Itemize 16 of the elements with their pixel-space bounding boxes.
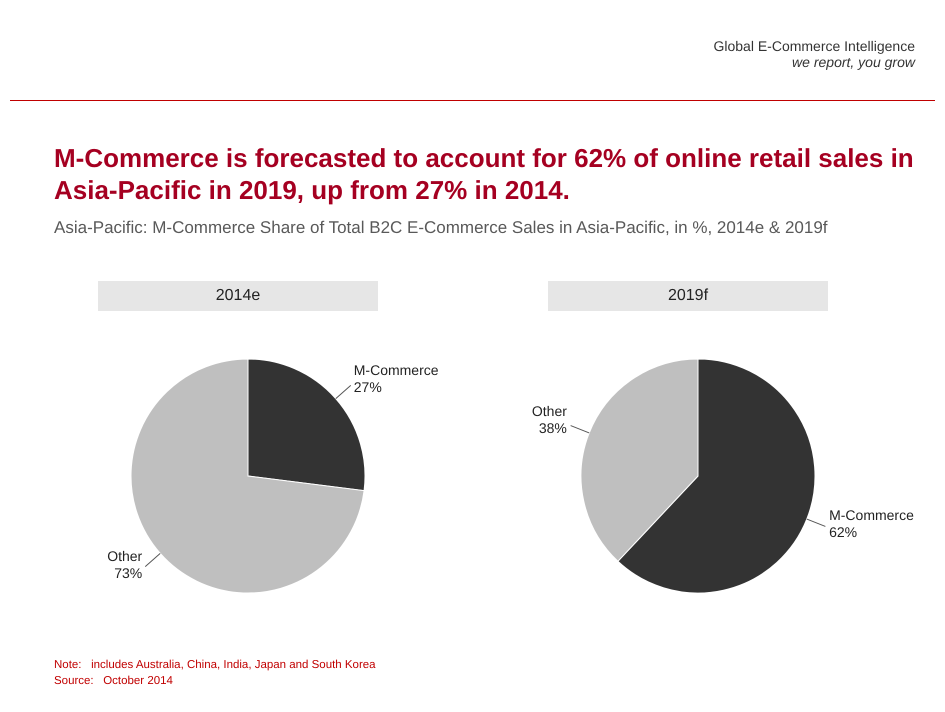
- text: Asia-Pacific: M-Commerce Share of Total B2C E-Commerce Sales in Asia-Pacific, in %, 2014e & 2019f: [54, 218, 828, 238]
- data-label: 62%: [829, 524, 858, 540]
- data-label: 73%: [114, 565, 142, 582]
- chart-title: 2019f: [548, 281, 828, 311]
- text: we report, you grow: [791, 54, 915, 70]
- chart-title: 2014e: [98, 281, 378, 311]
- data-label: 27%: [354, 378, 382, 395]
- slice-label: Other: [532, 403, 568, 420]
- text: M-Commerce is forecasted to account for 62% of online retail sales in Asia-Pacific in 2019, up from 27% in 2014.: [54, 142, 914, 206]
- slice-label: M-Commerce: [829, 506, 914, 523]
- data-label: 38%: [538, 420, 567, 436]
- slice-label: Other: [107, 548, 143, 564]
- text: Note: includes Australia, China, India, Japan and South Korea: [54, 658, 376, 673]
- slice-label: M-Commerce: [354, 362, 439, 378]
- text: Global E-Commerce Intelligence: [713, 38, 915, 54]
- source-note: Source: October 2014: [54, 674, 174, 689]
